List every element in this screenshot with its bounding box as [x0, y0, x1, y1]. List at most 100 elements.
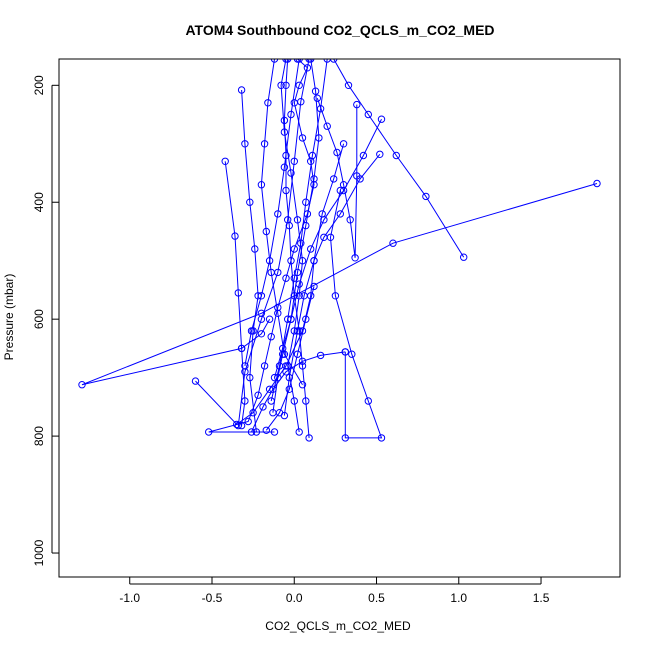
data-point-13-6 — [247, 428, 256, 436]
data-point-14-1 — [302, 315, 310, 323]
series-line-0 — [208, 59, 315, 433]
data-point-17-8 — [267, 397, 275, 405]
data-point-0-2 — [295, 81, 303, 90]
data-point-11-5 — [333, 148, 341, 157]
series-line-7 — [333, 59, 465, 258]
data-point-4-0 — [237, 86, 246, 94]
data-point-9-7 — [310, 257, 318, 265]
data-point-16-5 — [293, 268, 302, 277]
data-point-5-1 — [359, 151, 368, 160]
data-point-10-3 — [364, 397, 372, 405]
data-point-17-2 — [308, 151, 317, 160]
data-point-17-5 — [290, 274, 298, 282]
data-point-11-4 — [339, 181, 348, 189]
data-point-1-0 — [270, 59, 279, 63]
data-point-17-3 — [302, 198, 310, 206]
data-point-12-2 — [298, 362, 307, 370]
x-tick-label-4: 1.0 — [450, 591, 467, 605]
data-point-7-4 — [344, 81, 353, 90]
data-point-7-3 — [364, 110, 372, 119]
data-point-8-1 — [389, 239, 397, 247]
data-point-18-7 — [290, 327, 298, 335]
data-point-14-2 — [293, 350, 302, 358]
data-point-3-4 — [241, 397, 249, 405]
data-point-15-3 — [274, 210, 282, 218]
data-point-4-1 — [241, 140, 249, 148]
data-point-18-6 — [295, 292, 303, 300]
data-point-3-5 — [237, 421, 246, 430]
y-tick-label-4: 1000 — [32, 539, 46, 566]
data-point-16-8 — [270, 373, 279, 382]
series-line-15 — [244, 59, 300, 366]
x-tick-label-1: -0.5 — [202, 591, 223, 605]
y-tick-label-0: 200 — [32, 75, 46, 95]
data-point-18-9 — [290, 397, 298, 405]
data-point-12-9 — [280, 116, 289, 125]
data-point-3-2 — [234, 289, 243, 297]
data-point-18-2 — [280, 128, 289, 136]
plot-frame — [58, 58, 621, 578]
data-point-6-2 — [336, 210, 344, 218]
data-point-15-4 — [265, 257, 274, 265]
data-point-1-1 — [264, 99, 272, 107]
y-axis-label: Pressure (mbar) — [2, 274, 16, 361]
data-point-9-2 — [249, 409, 257, 417]
data-point-17-0 — [323, 59, 331, 63]
series-line-10 — [329, 190, 383, 439]
data-point-0-9 — [282, 274, 290, 282]
data-point-17-1 — [316, 105, 325, 113]
data-point-13-1 — [316, 351, 325, 360]
data-point-6-0 — [376, 150, 384, 159]
data-point-10-6 — [326, 233, 335, 242]
data-point-9-10 — [339, 140, 348, 148]
data-point-2-1 — [297, 98, 305, 106]
data-point-0-15 — [205, 428, 213, 436]
data-point-1-6 — [274, 309, 282, 317]
data-point-2-4 — [274, 268, 282, 277]
data-point-16-0 — [307, 59, 315, 63]
data-point-4-7 — [252, 428, 261, 436]
data-point-16-1 — [311, 87, 320, 95]
data-point-9-9 — [330, 175, 338, 183]
data-point-8-4 — [237, 344, 246, 353]
data-point-12-6 — [285, 221, 293, 230]
series-line-8 — [81, 183, 598, 386]
data-point-7-2 — [392, 151, 400, 160]
series-line-5 — [272, 118, 382, 413]
data-point-1-8 — [298, 381, 307, 389]
series-line-12 — [283, 59, 310, 438]
data-point-0-12 — [260, 362, 269, 370]
y-axis: 200 400 600 800 1000 — [32, 75, 59, 566]
data-point-17-7 — [275, 362, 284, 370]
data-point-11-2 — [351, 254, 359, 262]
data-point-18-5 — [298, 257, 307, 265]
data-point-3-1 — [231, 232, 239, 240]
data-point-18-4 — [293, 216, 302, 224]
data-point-12-0 — [305, 434, 313, 442]
data-point-5-4 — [307, 245, 315, 253]
data-point-1-4 — [262, 227, 270, 236]
series-line-11 — [316, 98, 358, 258]
data-point-15-2 — [280, 163, 289, 171]
data-point-10-1 — [341, 434, 349, 442]
series-group — [78, 59, 601, 442]
data-point-11-0 — [353, 100, 361, 109]
data-point-10-2 — [377, 434, 386, 442]
x-tick-label-5: 1.5 — [533, 591, 550, 605]
plot-area — [58, 58, 621, 578]
y-tick-label-2: 600 — [32, 309, 46, 329]
series-line-1 — [260, 59, 303, 385]
data-point-8-3 — [78, 381, 86, 389]
y-tick-label-3: 800 — [32, 426, 46, 446]
data-point-9-0 — [191, 377, 200, 385]
data-point-7-0 — [460, 253, 468, 261]
data-point-12-7 — [282, 186, 290, 195]
data-point-8-2 — [257, 309, 266, 317]
data-point-5-0 — [377, 115, 386, 123]
series-line-16 — [274, 59, 320, 378]
data-point-10-7 — [336, 186, 344, 195]
data-point-15-0 — [295, 59, 303, 63]
data-point-13-0 — [341, 348, 349, 356]
